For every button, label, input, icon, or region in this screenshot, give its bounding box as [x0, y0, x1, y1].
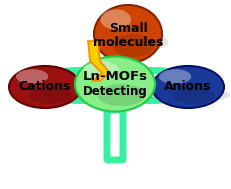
Ellipse shape [113, 34, 154, 57]
Polygon shape [88, 41, 110, 81]
Ellipse shape [94, 5, 162, 63]
Ellipse shape [9, 66, 81, 108]
Ellipse shape [172, 87, 215, 104]
Ellipse shape [97, 84, 145, 106]
Text: Ln-MOFs: Ln-MOFs [82, 70, 148, 83]
Text: Detecting: Detecting [83, 85, 147, 98]
Ellipse shape [74, 82, 162, 102]
Text: Cations: Cations [19, 81, 71, 94]
Text: molecules: molecules [93, 36, 163, 49]
Text: Anions: Anions [164, 81, 212, 94]
Ellipse shape [8, 88, 88, 102]
Ellipse shape [151, 88, 231, 102]
Ellipse shape [75, 57, 155, 112]
Ellipse shape [29, 87, 72, 104]
Ellipse shape [152, 66, 224, 108]
Text: Small: Small [109, 22, 147, 35]
Ellipse shape [83, 61, 119, 80]
Ellipse shape [16, 69, 48, 84]
Ellipse shape [159, 69, 191, 84]
Ellipse shape [100, 9, 131, 30]
Ellipse shape [94, 32, 168, 52]
